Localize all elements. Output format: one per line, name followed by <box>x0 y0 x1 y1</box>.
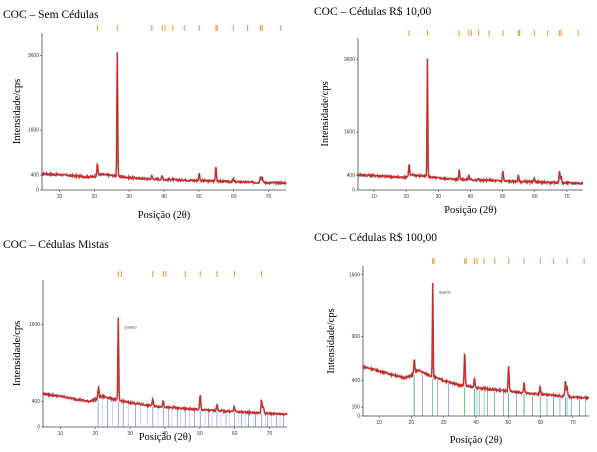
chart-title: COC – Cédulas R$ 10,00 <box>314 6 432 18</box>
y-axis-label: Intensidade/cps <box>12 321 23 386</box>
x-tick-label: 50 <box>500 194 506 200</box>
panel-cedulas-100: COC – Cédulas R$ 100,00 10 20 30 40 50 60 70 0 1… <box>300 226 597 452</box>
x-tick-label: 50 <box>506 420 512 426</box>
y-tick-label: 900 <box>352 334 361 340</box>
x-tick-label: 60 <box>532 194 538 200</box>
x-tick-label: 60 <box>538 420 544 426</box>
xrd-chart-cedulas-mistas: 10 20 30 40 50 60 70 0 400 1600 Intensidade/cps Pos… <box>12 271 288 443</box>
panel-cedulas-10: COC – Cédulas R$ 10,00 10 20 30 40 50 60 70 0 40… <box>300 0 597 226</box>
x-tick-label: 10 <box>376 420 382 426</box>
x-tick-label: 30 <box>441 420 447 426</box>
x-axis-label: Posição (2θ) <box>444 205 497 216</box>
y-tick-label: 400 <box>31 173 40 179</box>
y-tick-label: 400 <box>352 378 361 384</box>
x-tick-label: 30 <box>127 431 133 437</box>
x-axis-label: Posição (2θ) <box>138 210 191 221</box>
y-tick-label: 1600 <box>344 130 355 136</box>
peak-annotation: Quartzo <box>124 325 137 329</box>
x-tick-label: 10 <box>371 194 377 200</box>
chart-title: COC – Cédulas Mistas <box>3 239 109 251</box>
x-tick-label: 60 <box>232 431 238 437</box>
x-tick-label: 20 <box>93 431 99 437</box>
y-tick-label: 3600 <box>28 53 39 59</box>
xrd-trace <box>362 283 589 401</box>
xrd-trace <box>357 58 583 186</box>
x-tick-label: 30 <box>126 194 132 200</box>
x-tick-label: 10 <box>58 431 64 437</box>
xrd-chart-cedulas-100: 10 20 30 40 50 60 70 0 100 400 900 1600 Intensidade/… <box>326 258 590 446</box>
x-tick-label: 20 <box>403 194 409 200</box>
panel-sem-cedulas: COC – Sem Cédulas 10 20 30 40 50 60 70 0 400 1600… <box>0 0 300 226</box>
xrd-chart-cedulas-10: 10 20 30 40 50 60 70 0 400 1600 3600 Intensidade/cp… <box>320 30 584 216</box>
x-tick-label: 30 <box>436 194 442 200</box>
x-tick-label: 40 <box>473 420 479 426</box>
y-tick-label: 1600 <box>29 322 40 328</box>
y-axis-label: Intensidade/cps <box>12 79 23 144</box>
y-axis-label: Intensidade/cps <box>326 308 337 373</box>
x-tick-label: 20 <box>409 420 415 426</box>
xrd-trace-shadow <box>357 58 584 187</box>
y-tick-label: 0 <box>36 188 39 194</box>
y-tick-label: 400 <box>32 399 41 405</box>
x-tick-label: 50 <box>196 194 202 200</box>
y-tick-label: 100 <box>352 405 361 411</box>
x-tick-label: 70 <box>266 194 272 200</box>
xrd-trace <box>42 317 288 416</box>
panel-cedulas-mistas: COC – Cédulas Mistas 10 20 30 40 50 60 70 0 400 1… <box>0 226 300 452</box>
y-tick-label: 0 <box>357 414 360 420</box>
x-tick-label: 20 <box>92 194 98 200</box>
peak-annotation: Quartzo <box>439 291 452 295</box>
xrd-trace-shadow <box>362 283 590 402</box>
xrd-trace <box>41 52 287 186</box>
y-tick-label: 1600 <box>28 128 39 134</box>
x-tick-label: 40 <box>161 194 167 200</box>
xrd-trace-shadow <box>41 52 287 187</box>
y-tick-label: 0 <box>352 188 355 194</box>
xrd-chart-sem-cedulas: 10 20 30 40 50 60 70 0 400 1600 3600 Intensidade/cp… <box>12 25 287 221</box>
x-tick-label: 60 <box>231 194 237 200</box>
x-axis-label: Posição (2θ) <box>139 432 192 443</box>
x-tick-label: 50 <box>197 431 203 437</box>
y-tick-label: 0 <box>37 425 40 431</box>
y-tick-label: 3600 <box>344 57 355 63</box>
x-tick-label: 10 <box>57 194 63 200</box>
x-tick-label: 40 <box>162 431 168 437</box>
x-tick-label: 70 <box>570 420 576 426</box>
chart-title: COC – Sem Cédulas <box>3 9 99 21</box>
x-tick-label: 70 <box>267 431 273 437</box>
x-axis-label: Posição (2θ) <box>450 435 503 446</box>
x-tick-label: 40 <box>468 194 474 200</box>
y-axis-label: Intensidade/cps <box>320 81 331 146</box>
chart-title: COC – Cédulas R$ 100,00 <box>314 232 437 244</box>
y-tick-label: 400 <box>347 173 356 179</box>
x-tick-label: 70 <box>564 194 570 200</box>
y-tick-label: 1600 <box>349 272 360 278</box>
